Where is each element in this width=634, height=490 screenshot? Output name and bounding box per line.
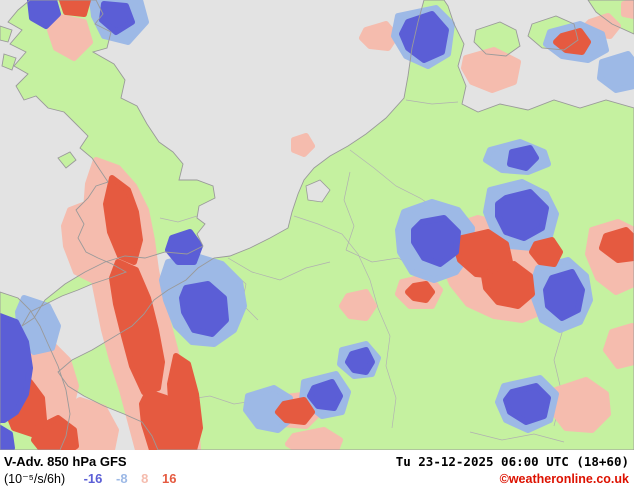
legend-value-neg-strong: -16	[83, 471, 103, 486]
parameter-block: V-Adv. 850 hPa GFS (10⁻⁵/s/6h) -16 -8 8 …	[4, 453, 187, 490]
timestamp-block: Tu 23-12-2025 06:00 UTC (18+60) ©weather…	[396, 453, 629, 490]
color-legend: -16 -8 8 16	[84, 471, 187, 486]
legend-value-pos-weak: 8	[141, 471, 149, 486]
legend-value-pos-strong: 16	[162, 471, 177, 486]
model-label: GFS	[99, 454, 127, 469]
lake-ijsselmeer	[305, 179, 331, 203]
parameter-label: V-Adv. 850 hPa	[4, 454, 97, 469]
copyright-link[interactable]: ©weatheronline.co.uk	[499, 472, 629, 486]
advection-negative-strong-patches	[0, 0, 585, 450]
map-area	[0, 0, 634, 450]
footer-bar: V-Adv. 850 hPa GFS (10⁻⁵/s/6h) -16 -8 8 …	[0, 450, 634, 490]
weather-map	[0, 0, 634, 450]
parameter-title: V-Adv. 850 hPa GFS	[4, 453, 187, 470]
legend-value-neg-weak: -8	[115, 471, 128, 486]
unit-and-legend: (10⁻⁵/s/6h) -16 -8 8 16	[4, 470, 187, 488]
unit-label: (10⁻⁵/s/6h)	[4, 472, 66, 486]
timestamp: Tu 23-12-2025 06:00 UTC (18+60)	[395, 454, 629, 469]
